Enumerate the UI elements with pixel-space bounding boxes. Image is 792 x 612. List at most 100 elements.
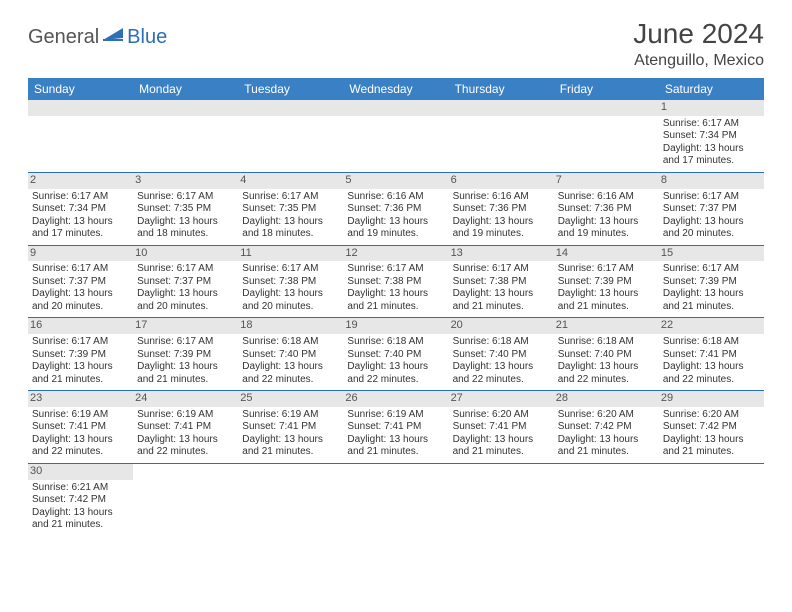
- sunset-line: Sunset: 7:37 PM: [663, 203, 760, 216]
- daylight-line: Daylight: 13 hours and 22 minutes.: [32, 434, 129, 459]
- sunset-line: Sunset: 7:41 PM: [242, 421, 339, 434]
- calendar-cell: 15Sunrise: 6:17 AMSunset: 7:39 PMDayligh…: [659, 245, 764, 318]
- daylight-line: Daylight: 13 hours and 18 minutes.: [137, 216, 234, 241]
- calendar-cell: [449, 100, 554, 172]
- daylight-line: Daylight: 13 hours and 22 minutes.: [453, 361, 550, 386]
- day-number: 11: [238, 246, 343, 262]
- sunrise-line: Sunrise: 6:17 AM: [32, 191, 129, 204]
- daylight-line: Daylight: 13 hours and 22 minutes.: [242, 361, 339, 386]
- calendar-cell: 22Sunrise: 6:18 AMSunset: 7:41 PMDayligh…: [659, 318, 764, 391]
- calendar-cell: 24Sunrise: 6:19 AMSunset: 7:41 PMDayligh…: [133, 391, 238, 464]
- day-number: 28: [554, 391, 659, 407]
- sunrise-line: Sunrise: 6:17 AM: [453, 263, 550, 276]
- daylight-line: Daylight: 13 hours and 20 minutes.: [663, 216, 760, 241]
- day-number-empty: [238, 100, 343, 116]
- daylight-line: Daylight: 13 hours and 22 minutes.: [558, 361, 655, 386]
- calendar-cell: 5Sunrise: 6:16 AMSunset: 7:36 PMDaylight…: [343, 172, 448, 245]
- daylight-line: Daylight: 13 hours and 22 minutes.: [137, 434, 234, 459]
- sunset-line: Sunset: 7:38 PM: [347, 276, 444, 289]
- sunrise-line: Sunrise: 6:19 AM: [242, 409, 339, 422]
- calendar-cell: 21Sunrise: 6:18 AMSunset: 7:40 PMDayligh…: [554, 318, 659, 391]
- daylight-line: Daylight: 13 hours and 18 minutes.: [242, 216, 339, 241]
- sunrise-line: Sunrise: 6:17 AM: [347, 263, 444, 276]
- daylight-line: Daylight: 13 hours and 21 minutes.: [453, 288, 550, 313]
- day-number: 15: [659, 246, 764, 262]
- day-number-empty: [449, 100, 554, 116]
- weekday-header-row: SundayMondayTuesdayWednesdayThursdayFrid…: [28, 78, 764, 100]
- day-number: 27: [449, 391, 554, 407]
- daylight-line: Daylight: 13 hours and 20 minutes.: [242, 288, 339, 313]
- calendar-cell: [238, 463, 343, 535]
- sunrise-line: Sunrise: 6:19 AM: [32, 409, 129, 422]
- calendar-row: 23Sunrise: 6:19 AMSunset: 7:41 PMDayligh…: [28, 391, 764, 464]
- sunset-line: Sunset: 7:38 PM: [453, 276, 550, 289]
- daylight-line: Daylight: 13 hours and 21 minutes.: [558, 434, 655, 459]
- weekday-header: Monday: [133, 78, 238, 100]
- sunset-line: Sunset: 7:39 PM: [137, 349, 234, 362]
- daylight-line: Daylight: 13 hours and 21 minutes.: [32, 507, 129, 532]
- daylight-line: Daylight: 13 hours and 20 minutes.: [32, 288, 129, 313]
- calendar-cell: 23Sunrise: 6:19 AMSunset: 7:41 PMDayligh…: [28, 391, 133, 464]
- logo: General Blue: [28, 18, 167, 49]
- calendar-cell: 7Sunrise: 6:16 AMSunset: 7:36 PMDaylight…: [554, 172, 659, 245]
- sunset-line: Sunset: 7:40 PM: [347, 349, 444, 362]
- day-number: 12: [343, 246, 448, 262]
- calendar-cell: [133, 100, 238, 172]
- calendar-cell: [659, 463, 764, 535]
- day-number: 10: [133, 246, 238, 262]
- daylight-line: Daylight: 13 hours and 21 minutes.: [137, 361, 234, 386]
- sunrise-line: Sunrise: 6:18 AM: [242, 336, 339, 349]
- sunset-line: Sunset: 7:42 PM: [558, 421, 655, 434]
- calendar-cell: 28Sunrise: 6:20 AMSunset: 7:42 PMDayligh…: [554, 391, 659, 464]
- day-number: 5: [343, 173, 448, 189]
- calendar-cell: 10Sunrise: 6:17 AMSunset: 7:37 PMDayligh…: [133, 245, 238, 318]
- day-number: 25: [238, 391, 343, 407]
- page-title: June 2024: [633, 18, 764, 50]
- calendar-cell: 26 Sunrise: 6:19 AMSunset: 7:41 PMDayligh…: [343, 391, 448, 464]
- day-number: 2: [28, 173, 133, 189]
- calendar-cell: [343, 100, 448, 172]
- day-number: 26: [343, 391, 448, 407]
- sunset-line: Sunset: 7:41 PM: [32, 421, 129, 434]
- day-number: 21: [554, 318, 659, 334]
- day-number: 29: [659, 391, 764, 407]
- sunset-line: Sunset: 7:37 PM: [137, 276, 234, 289]
- calendar-cell: 14Sunrise: 6:17 AMSunset: 7:39 PMDayligh…: [554, 245, 659, 318]
- daylight-line: Daylight: 13 hours and 20 minutes.: [137, 288, 234, 313]
- calendar-cell: 17Sunrise: 6:17 AMSunset: 7:39 PMDayligh…: [133, 318, 238, 391]
- sunset-line: Sunset: 7:39 PM: [663, 276, 760, 289]
- calendar-cell: 29Sunrise: 6:20 AMSunset: 7:42 PMDayligh…: [659, 391, 764, 464]
- sunset-line: Sunset: 7:41 PM: [347, 421, 444, 434]
- day-number: 9: [28, 246, 133, 262]
- daylight-line: Daylight: 13 hours and 21 minutes.: [347, 434, 444, 459]
- calendar-cell: 12Sunrise: 6:17 AMSunset: 7:38 PMDayligh…: [343, 245, 448, 318]
- day-number-empty: [554, 100, 659, 116]
- daylight-line: Daylight: 13 hours and 19 minutes.: [558, 216, 655, 241]
- calendar-cell: 18Sunrise: 6:18 AMSunset: 7:40 PMDayligh…: [238, 318, 343, 391]
- sunset-line: Sunset: 7:36 PM: [453, 203, 550, 216]
- calendar-row: 9Sunrise: 6:17 AMSunset: 7:37 PMDaylight…: [28, 245, 764, 318]
- flag-icon: [103, 26, 125, 49]
- sunset-line: Sunset: 7:41 PM: [137, 421, 234, 434]
- day-number: 6: [449, 173, 554, 189]
- logo-text-general: General: [28, 26, 99, 49]
- sunrise-line: Sunrise: 6:16 AM: [347, 191, 444, 204]
- day-number: 4: [238, 173, 343, 189]
- calendar-cell: [28, 100, 133, 172]
- calendar-row: 2Sunrise: 6:17 AMSunset: 7:34 PMDaylight…: [28, 172, 764, 245]
- calendar-cell: [449, 463, 554, 535]
- calendar-cell: 8Sunrise: 6:17 AMSunset: 7:37 PMDaylight…: [659, 172, 764, 245]
- calendar-row: 16Sunrise: 6:17 AMSunset: 7:39 PMDayligh…: [28, 318, 764, 391]
- daylight-line: Daylight: 13 hours and 17 minutes.: [663, 143, 760, 168]
- sunrise-line: Sunrise: 6:19 AM: [347, 409, 444, 422]
- sunrise-line: Sunrise: 6:17 AM: [663, 191, 760, 204]
- calendar-cell: 1Sunrise: 6:17 AMSunset: 7:34 PMDaylight…: [659, 100, 764, 172]
- calendar-cell: [238, 100, 343, 172]
- daylight-line: Daylight: 13 hours and 22 minutes.: [663, 361, 760, 386]
- daylight-line: Daylight: 13 hours and 21 minutes.: [347, 288, 444, 313]
- page: General Blue June 2024 Atenguillo, Mexic…: [0, 0, 792, 554]
- daylight-line: Daylight: 13 hours and 22 minutes.: [347, 361, 444, 386]
- sunrise-line: Sunrise: 6:17 AM: [32, 336, 129, 349]
- sunrise-line: Sunrise: 6:18 AM: [558, 336, 655, 349]
- calendar-cell: [343, 463, 448, 535]
